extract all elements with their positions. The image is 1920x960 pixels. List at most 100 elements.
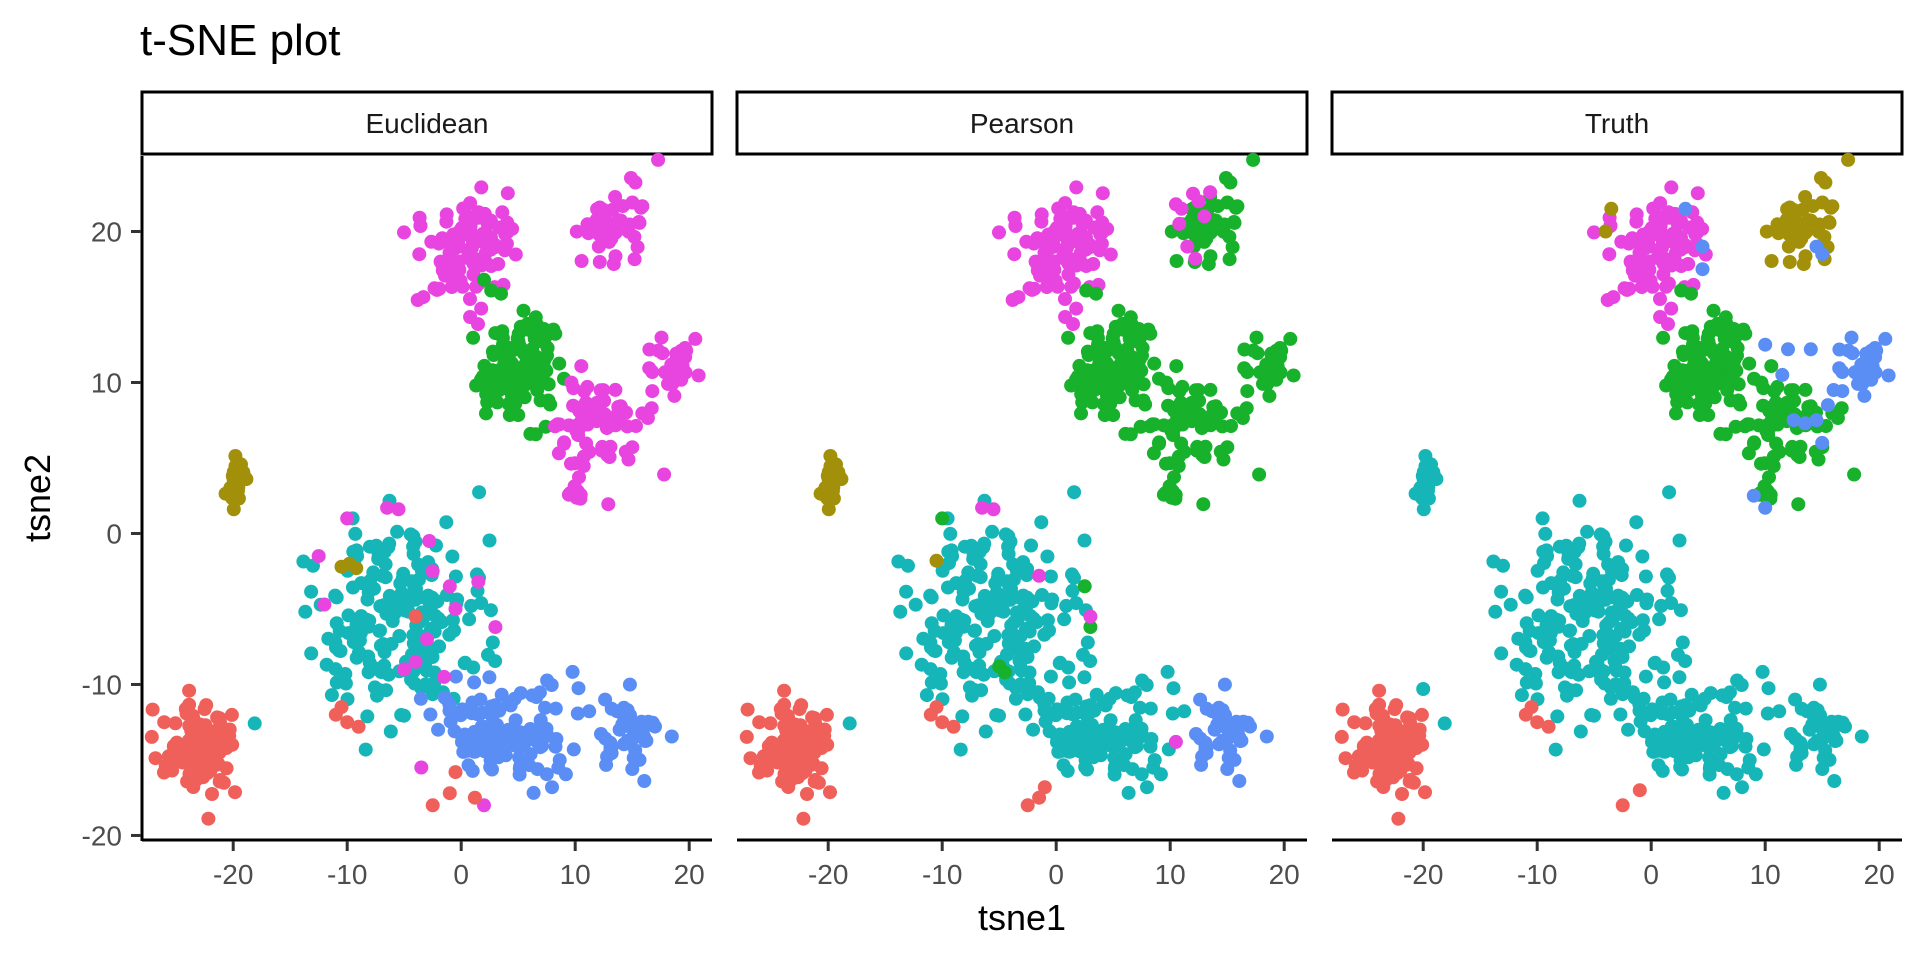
data-point	[1625, 263, 1640, 278]
data-point	[1635, 549, 1650, 564]
data-point	[1810, 733, 1825, 748]
data-point	[340, 715, 355, 730]
data-point	[1222, 229, 1237, 244]
data-point	[982, 598, 996, 613]
data-point	[743, 751, 758, 766]
data-point	[237, 469, 252, 484]
data-point	[222, 722, 237, 737]
data-point	[1173, 395, 1188, 410]
data-point	[474, 301, 489, 316]
data-point	[1203, 185, 1218, 200]
data-point	[1024, 538, 1038, 553]
data-point	[1539, 543, 1554, 558]
data-point	[1557, 661, 1572, 676]
data-point	[1664, 257, 1679, 272]
data-point	[1087, 220, 1102, 235]
data-point	[1211, 700, 1226, 715]
data-point	[1191, 383, 1206, 398]
data-point	[1690, 186, 1705, 201]
data-point	[228, 449, 243, 463]
data-point	[184, 739, 199, 754]
data-point	[530, 383, 545, 398]
data-point	[1494, 646, 1509, 661]
data-point	[1027, 639, 1042, 654]
data-point	[1599, 626, 1614, 640]
data-point	[995, 601, 1010, 616]
data-point	[1726, 322, 1741, 336]
data-point	[1738, 701, 1753, 716]
data-point	[432, 281, 447, 296]
data-point	[770, 755, 785, 770]
data-point	[1655, 695, 1670, 710]
data-point	[657, 467, 672, 482]
data-point	[1067, 570, 1081, 585]
x-tick-label: 10	[1155, 859, 1186, 890]
data-point	[492, 220, 507, 235]
data-point	[508, 247, 523, 262]
data-point	[1759, 224, 1774, 239]
data-point	[197, 702, 212, 717]
data-point	[1026, 722, 1041, 737]
data-point	[1751, 418, 1766, 433]
data-point	[1653, 292, 1667, 306]
data-point	[980, 614, 995, 628]
data-point	[1095, 186, 1110, 201]
data-point	[1790, 749, 1805, 764]
data-point	[774, 706, 789, 721]
data-point	[348, 526, 363, 541]
data-point	[1781, 342, 1795, 357]
data-point	[642, 361, 657, 376]
data-point	[1625, 231, 1640, 246]
data-point	[224, 707, 239, 722]
data-point	[978, 724, 993, 739]
data-point	[407, 676, 422, 691]
data-point	[1661, 317, 1675, 332]
data-point	[1656, 330, 1671, 345]
data-point	[341, 608, 356, 623]
x-tick-label: 20	[674, 859, 705, 890]
data-point	[1763, 487, 1778, 502]
data-point	[1716, 323, 1731, 338]
data-point	[1550, 592, 1565, 607]
data-point	[1402, 722, 1417, 737]
data-point	[608, 249, 623, 264]
data-point	[1537, 556, 1551, 571]
data-point	[1037, 697, 1052, 712]
data-point	[1651, 743, 1666, 758]
data-point	[1572, 536, 1587, 551]
data-point	[1168, 197, 1183, 212]
x-tick-label: -10	[922, 859, 962, 890]
data-point	[1519, 640, 1533, 655]
data-point	[523, 426, 538, 441]
data-point	[1195, 448, 1210, 462]
data-point	[1758, 500, 1773, 515]
data-point	[1707, 367, 1722, 381]
data-point	[1032, 790, 1047, 805]
data-point	[1608, 660, 1623, 675]
data-point	[976, 667, 991, 682]
data-point	[936, 608, 951, 623]
data-point	[1402, 711, 1417, 726]
data-point	[474, 719, 489, 734]
data-point	[1177, 704, 1192, 719]
data-point	[992, 225, 1006, 240]
strip-pearson	[735, 90, 1309, 156]
data-point	[1816, 750, 1831, 765]
data-point	[508, 713, 523, 728]
strip-label-pearson: Pearson	[970, 108, 1074, 139]
data-point	[1184, 395, 1199, 410]
data-point	[1147, 753, 1162, 768]
data-point	[532, 685, 547, 700]
data-point	[474, 257, 489, 272]
data-point	[432, 639, 447, 654]
data-point	[1726, 359, 1741, 374]
data-point	[1761, 681, 1776, 696]
data-point	[1172, 216, 1187, 231]
data-point	[425, 564, 440, 579]
data-point	[601, 497, 616, 512]
y-tick-label: 20	[91, 216, 122, 247]
data-point	[1153, 767, 1168, 782]
data-point	[1003, 534, 1018, 549]
data-point	[571, 681, 586, 696]
data-point	[494, 286, 508, 301]
